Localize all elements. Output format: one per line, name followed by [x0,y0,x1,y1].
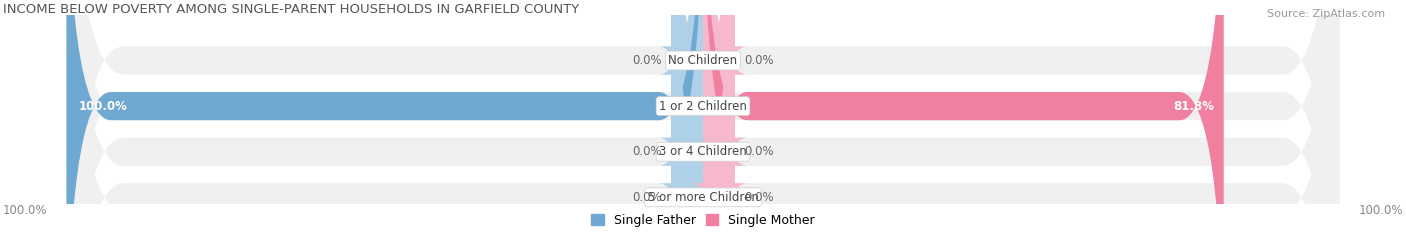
Text: INCOME BELOW POVERTY AMONG SINGLE-PARENT HOUSEHOLDS IN GARFIELD COUNTY: INCOME BELOW POVERTY AMONG SINGLE-PARENT… [3,3,579,16]
FancyBboxPatch shape [66,0,703,233]
FancyBboxPatch shape [690,0,748,233]
Text: No Children: No Children [668,54,738,67]
FancyBboxPatch shape [66,0,1340,233]
Text: 0.0%: 0.0% [744,145,773,158]
Text: 100.0%: 100.0% [1358,204,1403,217]
FancyBboxPatch shape [658,0,716,233]
Text: 3 or 4 Children: 3 or 4 Children [659,145,747,158]
FancyBboxPatch shape [658,0,716,233]
Text: Source: ZipAtlas.com: Source: ZipAtlas.com [1267,9,1385,19]
Text: 81.8%: 81.8% [1173,100,1215,113]
Text: 1 or 2 Children: 1 or 2 Children [659,100,747,113]
Text: 0.0%: 0.0% [633,191,662,204]
Text: 0.0%: 0.0% [633,54,662,67]
FancyBboxPatch shape [66,0,1340,233]
Text: 100.0%: 100.0% [3,204,48,217]
FancyBboxPatch shape [703,0,1223,233]
FancyBboxPatch shape [690,0,748,233]
Text: 100.0%: 100.0% [79,100,128,113]
FancyBboxPatch shape [66,0,1340,233]
FancyBboxPatch shape [658,0,716,233]
Text: 0.0%: 0.0% [744,54,773,67]
Text: 5 or more Children: 5 or more Children [648,191,758,204]
FancyBboxPatch shape [66,0,1340,233]
FancyBboxPatch shape [690,0,748,233]
Legend: Single Father, Single Mother: Single Father, Single Mother [586,209,820,232]
Text: 0.0%: 0.0% [744,191,773,204]
Text: 0.0%: 0.0% [633,145,662,158]
